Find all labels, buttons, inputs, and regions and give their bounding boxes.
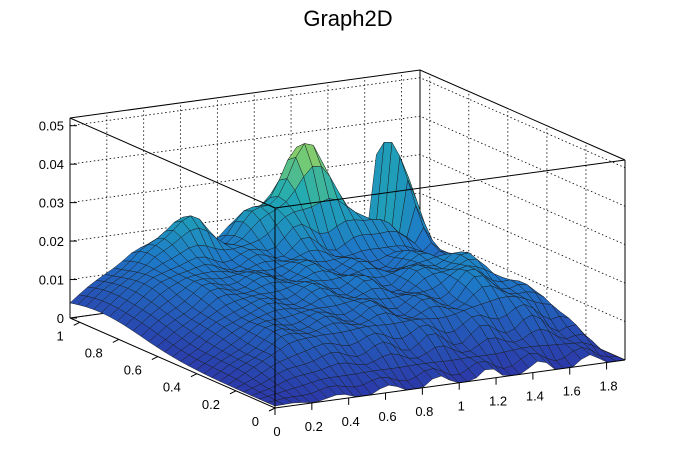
surface-plot: [69, 142, 626, 407]
z-gridline: [69, 192, 626, 284]
x-tick-label: 1.4: [526, 389, 544, 404]
y-tick-label: 0.6: [124, 363, 142, 378]
y-tick: [112, 338, 120, 343]
x-tick-label: 0.4: [342, 414, 360, 429]
z-gridline: [69, 77, 626, 169]
x-tick-label: 1.6: [563, 384, 581, 399]
z-tick-label: 0.05: [39, 119, 64, 134]
y-tick: [73, 321, 80, 326]
x-tick-label: 0.8: [415, 404, 433, 419]
z-gridline: [69, 115, 626, 207]
z-tick-label: 0: [57, 311, 64, 326]
y-tick: [190, 373, 198, 378]
z-tick-label: 0.03: [39, 196, 64, 211]
y-tick-label: 1: [57, 328, 64, 343]
z-tick-label: 0.01: [39, 273, 64, 288]
y-axis: 0 0.2 0.4 0.6 0.8 1: [57, 321, 276, 429]
y-tick: [229, 390, 237, 395]
y-tick: [151, 356, 159, 361]
z-tick-label: 0.04: [39, 157, 64, 172]
x-axis: 0 0.2 0.4 0.6 0.8 1 1.2 1.4 1.6 1.8: [273, 362, 618, 439]
x-tick-label: 0: [273, 424, 280, 439]
y-tick-label: 0.4: [163, 380, 181, 395]
z-gridline: [69, 154, 626, 245]
y-tick-label: 0: [252, 414, 259, 429]
y-tick-label: 0.2: [202, 397, 220, 412]
x-tick-label: 1.8: [600, 379, 618, 394]
top-back-edges: [69, 69, 626, 161]
chart-title: Graph2D: [303, 6, 392, 31]
y-tick: [268, 407, 276, 412]
x-tick-label: 0.2: [305, 419, 323, 434]
y-tick-label: 0.8: [85, 345, 103, 360]
x-tick-label: 1.2: [489, 394, 507, 409]
z-tick-label: 0.02: [39, 234, 64, 249]
z-axis: 0 0.01 0.02 0.03 0.04 0.05: [39, 119, 77, 326]
x-tick-label: 1: [458, 399, 465, 414]
x-tick-label: 0.6: [378, 409, 396, 424]
top-front-edges: [69, 117, 626, 209]
